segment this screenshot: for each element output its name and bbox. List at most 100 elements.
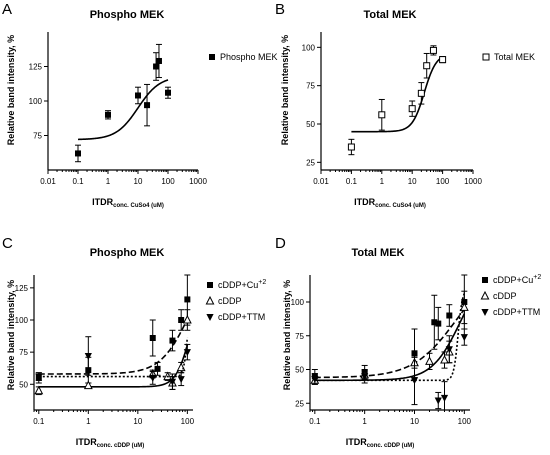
data-point-c-1 <box>83 380 93 390</box>
chart-title-a: Phospho MEK <box>90 9 165 21</box>
y-tick-label-d: 100 <box>291 298 305 307</box>
data-point-c-2 <box>183 349 191 357</box>
data-point-a-0 <box>165 89 171 96</box>
x-tick-label-a: 10 <box>134 177 143 186</box>
y-tick-label-b: 100 <box>302 43 316 52</box>
data-point-d-0 <box>435 320 442 327</box>
panel-letter-b: B <box>275 1 285 18</box>
data-point-d-2 <box>460 334 468 342</box>
data-point-a-0 <box>105 111 111 118</box>
data-point-b-0 <box>429 46 437 54</box>
legend-label-c-0: cDDP+Cu+2 <box>218 279 266 290</box>
legend-label-d-2: cDDP+TTM <box>493 307 540 317</box>
data-point-c-0 <box>178 317 185 323</box>
data-point-c-1 <box>34 385 44 395</box>
data-point-b-0 <box>408 105 416 113</box>
x-axis-label-b: ITDRconc. CuSo4 (uM) <box>354 197 426 209</box>
y-tick-label-d: 50 <box>295 366 304 375</box>
data-point-a-0 <box>155 57 162 64</box>
fit-curve-c-0 <box>38 318 189 375</box>
x-tick-label-a: 100 <box>161 177 175 186</box>
chart-title-b: Total MEK <box>364 9 417 21</box>
plot-area-d: 0.1 1 10 100 25 50 75 100 cDDP+Cu+2 cDDP cDDP+TTM <box>291 274 542 426</box>
panel-a: A Phospho MEK Relative band intensity, %… <box>2 1 278 209</box>
y-tick-label-d: 75 <box>295 332 304 341</box>
data-point-a-0 <box>153 63 160 70</box>
y-tick-label-a: 75 <box>33 132 42 141</box>
x-tick-label-a: 1 <box>106 177 111 186</box>
legend-label-d-1: cDDP <box>493 291 517 301</box>
panel-b: B Total MEK Relative band intensity, % I… <box>275 1 535 209</box>
data-point-c-0 <box>184 296 191 303</box>
legend-marker-b-0 <box>482 53 490 61</box>
x-tick-label-c: 0.1 <box>33 417 45 426</box>
data-point-c-2 <box>168 378 177 386</box>
data-point-a-0 <box>135 92 141 99</box>
legend-label-d-0: cDDP+Cu+2 <box>493 274 541 285</box>
plot-area-b: 0.01 0.1 1 10 100 1000 25 50 75 100 Total MEK <box>302 32 535 186</box>
data-point-d-1 <box>459 302 469 311</box>
chart-title-d: Total MEK <box>352 247 405 259</box>
panel-letter-c: C <box>2 235 13 252</box>
legend-label-b-0: Total MEK <box>494 52 535 62</box>
data-point-c-2 <box>177 376 185 384</box>
data-point-d-1 <box>440 354 449 364</box>
legend-label-c-1: cDDP <box>218 296 242 306</box>
fit-curve-c-1 <box>38 344 189 388</box>
x-tick-label-c: 1 <box>86 417 91 426</box>
y-tick-label-c: 50 <box>19 380 28 389</box>
panel-letter-a: A <box>2 1 12 18</box>
x-tick-label-a: 0.01 <box>40 177 56 186</box>
x-tick-label-b: 10 <box>408 177 417 186</box>
data-point-d-2 <box>445 346 453 354</box>
x-tick-label-d: 100 <box>458 417 472 426</box>
y-tick-label-b: 75 <box>306 82 315 91</box>
legend-marker-a-0 <box>209 54 215 60</box>
x-tick-label-d: 1 <box>362 417 367 426</box>
x-axis-label-a: ITDRconc. CuSo4 (uM) <box>92 197 164 209</box>
data-point-c-0 <box>154 365 161 372</box>
y-tick-label-a: 125 <box>29 63 43 72</box>
x-axis-label-d: ITDRconc. cDDP (uM) <box>346 437 415 449</box>
y-tick-label-c: 100 <box>15 316 29 325</box>
legend-marker-c-0 <box>207 282 213 288</box>
y-tick-label-b: 50 <box>306 120 315 129</box>
legend-marker-c-1 <box>205 295 215 305</box>
data-point-d-2 <box>311 375 319 383</box>
y-axis-label-c: Relative band intensity, % <box>6 280 16 390</box>
legend-marker-c-2 <box>206 314 214 321</box>
data-point-c-2 <box>84 353 92 360</box>
y-axis-label-b: Relative band intensity, % <box>280 35 290 145</box>
data-point-d-2 <box>361 373 369 381</box>
panel-c: C Phospho MEK Relative band intensity, %… <box>2 235 266 449</box>
data-point-c-0 <box>169 337 176 344</box>
data-point-d-0 <box>446 312 453 319</box>
fit-curve-b-0 <box>351 56 444 133</box>
data-point-b-0 <box>417 89 425 97</box>
fit-curve-d-0 <box>314 308 465 379</box>
data-point-c-2 <box>35 373 43 381</box>
data-point-d-1 <box>425 356 434 365</box>
x-tick-label-b: 1 <box>380 177 385 186</box>
data-point-b-0 <box>378 111 386 119</box>
data-point-c-2 <box>149 374 157 382</box>
plot-area-a: 0.01 0.1 1 10 100 1000 75 100 125 Phospho MEK <box>29 32 278 186</box>
data-point-b-0 <box>347 143 355 151</box>
data-point-d-2 <box>440 394 449 402</box>
data-point-a-0 <box>75 150 81 157</box>
x-tick-label-b: 1000 <box>464 177 482 186</box>
x-axis-label-c: ITDRconc. cDDP (uM) <box>76 437 145 449</box>
y-tick-label-c: 125 <box>15 284 29 293</box>
data-point-c-1 <box>182 314 192 324</box>
legend-marker-d-0 <box>482 277 488 283</box>
x-tick-label-d: 0.1 <box>309 417 321 426</box>
fit-curve-d-2 <box>314 293 466 382</box>
y-tick-label-a: 100 <box>29 97 43 106</box>
x-tick-label-a: 1000 <box>189 177 207 186</box>
fit-curve-a-0 <box>77 79 169 141</box>
y-axis-label-d: Relative band intensity, % <box>282 280 292 390</box>
legend-label-a-0: Phospho MEK <box>220 52 278 62</box>
legend-label-c-2: cDDP+TTM <box>218 312 265 322</box>
legend-marker-d-2 <box>481 309 489 316</box>
